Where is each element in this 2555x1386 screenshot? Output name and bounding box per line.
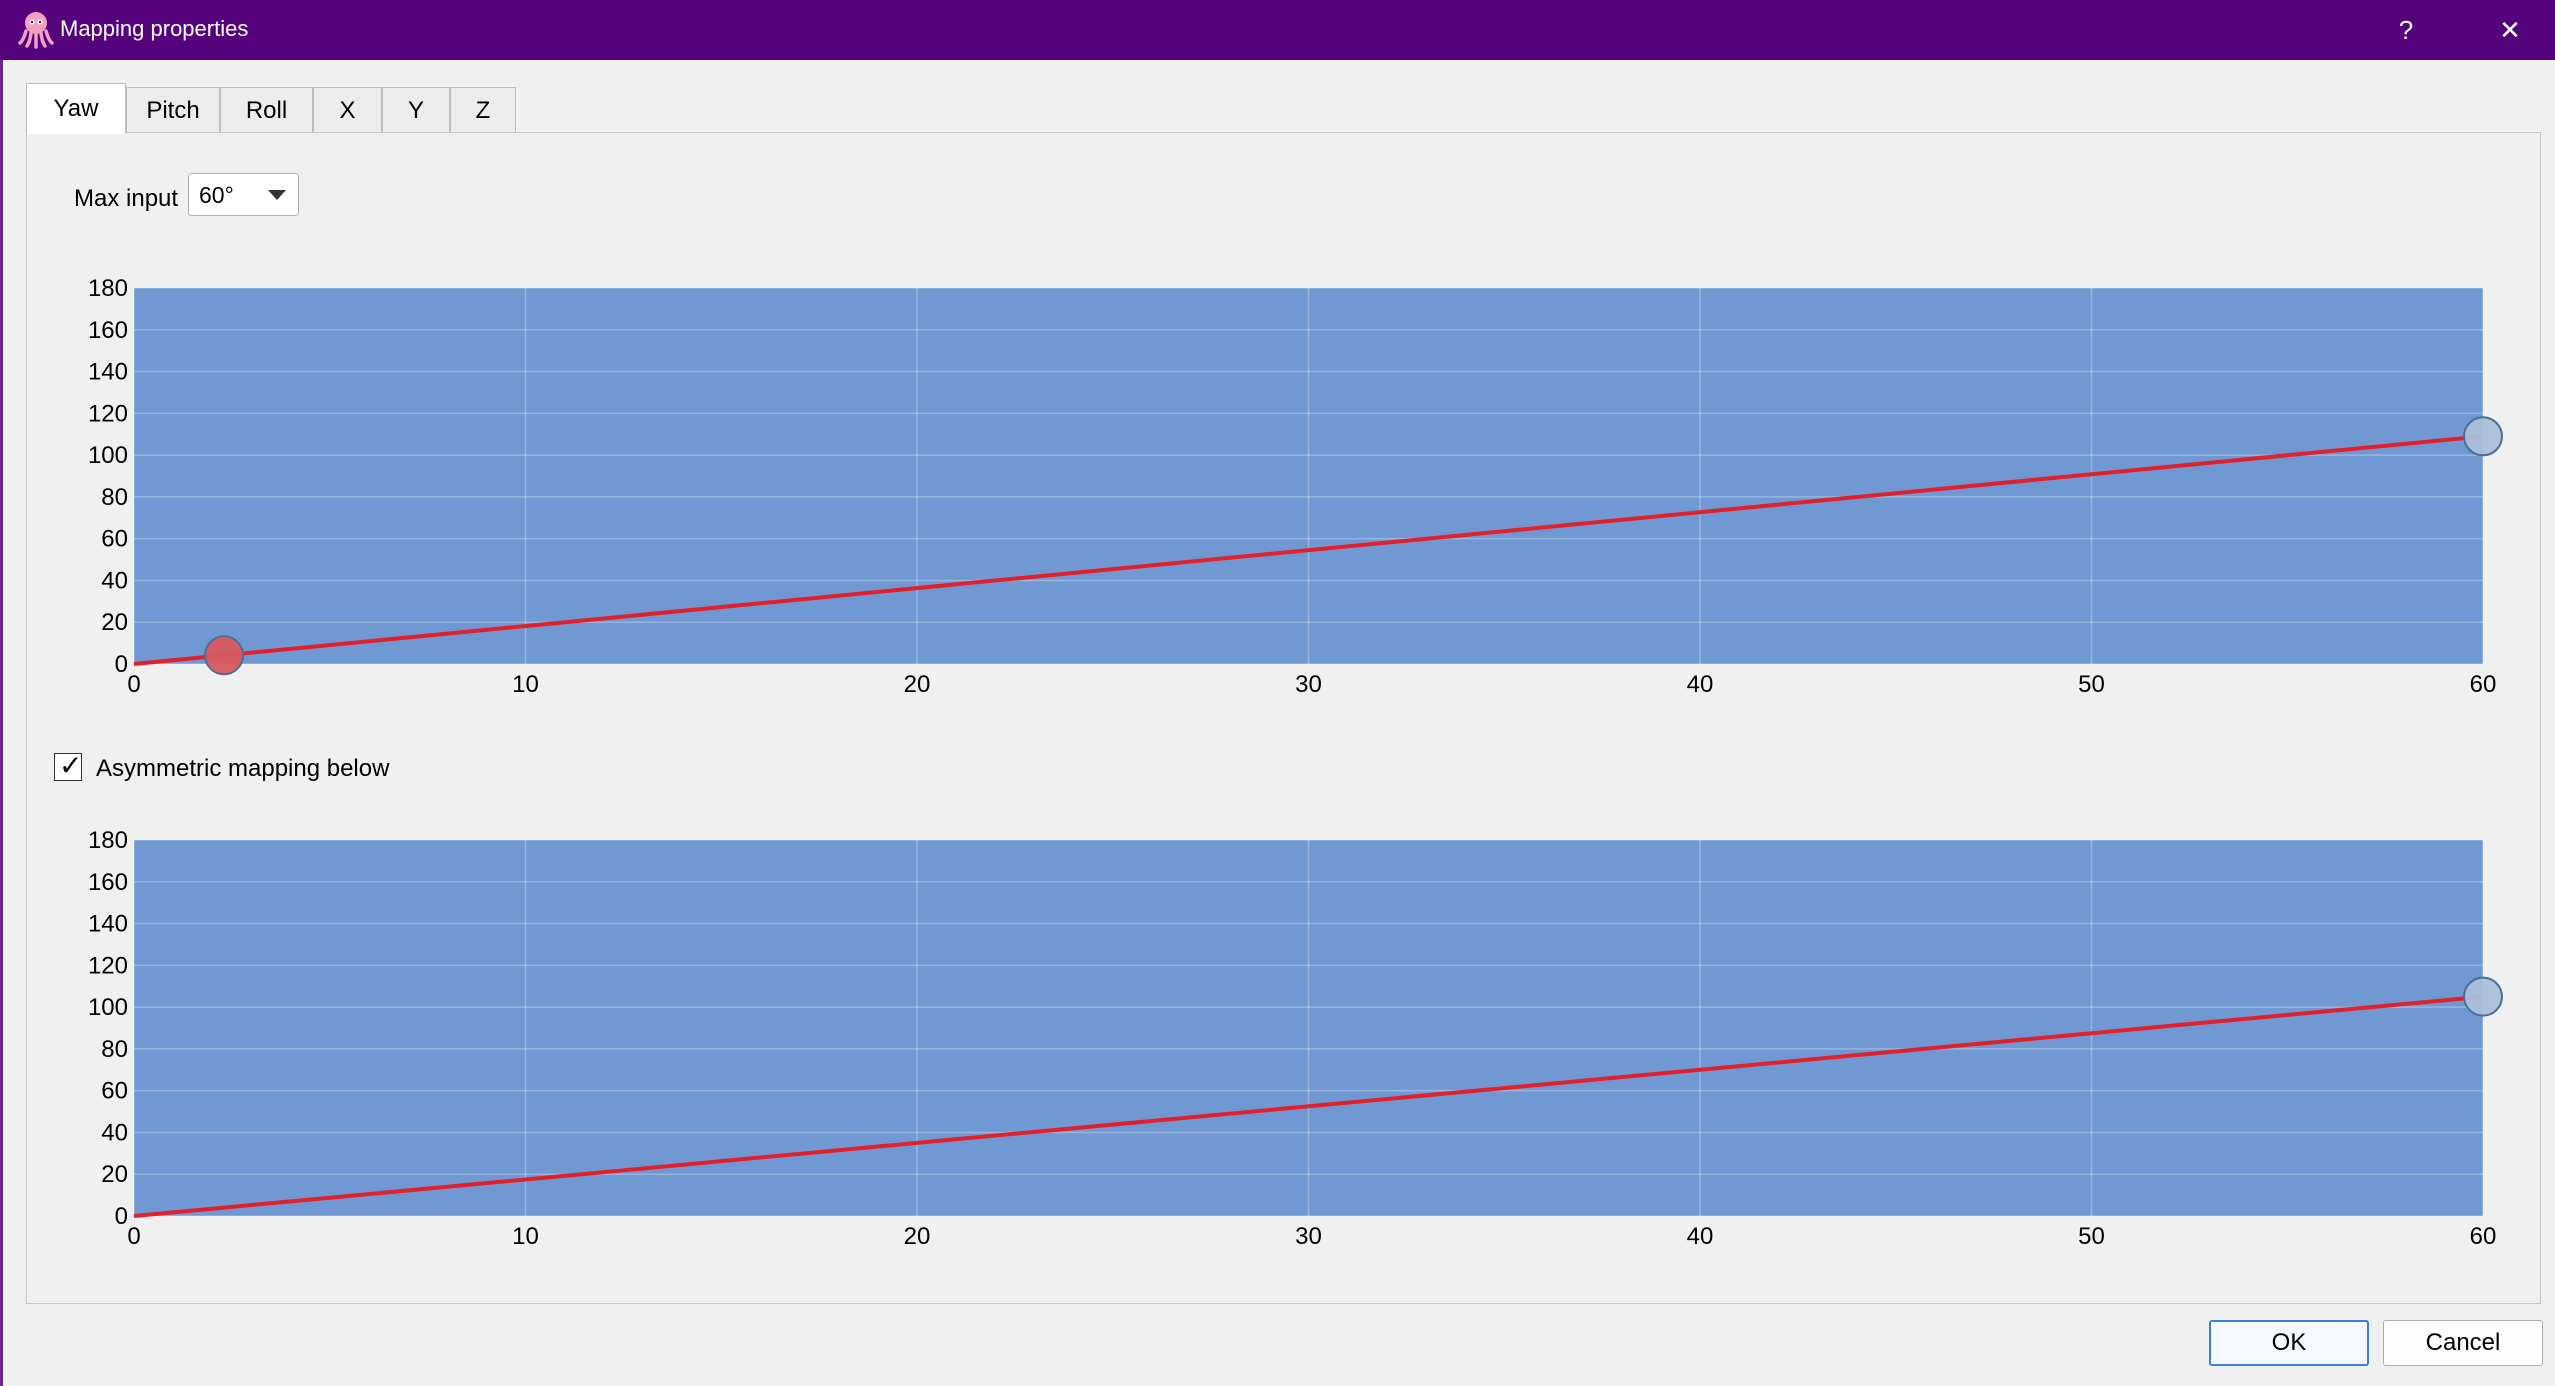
- checkmark-icon: ✓: [59, 750, 83, 781]
- y-tick-label: 180: [88, 827, 128, 854]
- y-tick-label: 120: [88, 400, 128, 427]
- window-title: Mapping properties: [60, 16, 249, 41]
- x-tick-label: 0: [127, 1223, 140, 1250]
- help-button[interactable]: ?: [2398, 14, 2414, 45]
- y-tick-label: 140: [88, 911, 128, 938]
- max-input-dropdown[interactable]: 60°: [188, 173, 299, 216]
- curve-control-point[interactable]: [2463, 976, 2503, 1017]
- y-tick-label: 180: [88, 275, 128, 302]
- window-left-border: [0, 60, 3, 1386]
- y-tick-label: 120: [88, 952, 128, 979]
- x-tick-label: 30: [1295, 671, 1322, 698]
- tab-yaw[interactable]: Yaw: [26, 83, 126, 134]
- mapping-curve: [133, 434, 2484, 666]
- tab-roll[interactable]: Roll: [220, 87, 313, 133]
- chevron-down-icon: [268, 190, 286, 200]
- y-tick-label: 160: [88, 869, 128, 896]
- cancel-button[interactable]: Cancel: [2383, 1320, 2543, 1366]
- y-tick-label: 20: [101, 609, 128, 636]
- y-tick-label: 160: [88, 317, 128, 344]
- y-tick-label: 20: [101, 1161, 128, 1188]
- plot-area: [134, 840, 2483, 1216]
- title-bar: Mapping properties ? ✕: [0, 0, 2555, 60]
- tab-x[interactable]: X: [313, 87, 382, 133]
- lower-mapping-chart[interactable]: 0 20 40 60 80 100 120 140 160 180 0 10 20 30 40 50 60: [0, 822, 2555, 1262]
- mapping-curve: [133, 994, 2484, 1218]
- x-tick-label: 40: [1687, 1223, 1714, 1250]
- y-tick-label: 100: [88, 994, 128, 1021]
- y-tick-label: 0: [115, 651, 128, 678]
- y-tick-label: 0: [115, 1203, 128, 1230]
- x-tick-label: 10: [512, 1223, 539, 1250]
- y-tick-label: 80: [101, 484, 128, 511]
- x-tick-label: 60: [2470, 1223, 2497, 1250]
- max-input-label: Max input: [74, 185, 179, 212]
- ok-button[interactable]: OK: [2209, 1320, 2369, 1366]
- x-tick-label: 0: [127, 671, 140, 698]
- y-tick-label: 40: [101, 1119, 128, 1146]
- close-icon: ✕: [2499, 14, 2521, 45]
- tab-y[interactable]: Y: [382, 87, 450, 133]
- asymmetric-checkbox[interactable]: ✓: [54, 750, 83, 781]
- x-tick-label: 20: [904, 671, 931, 698]
- max-input-value: 60°: [199, 182, 234, 208]
- x-tick-label: 50: [2078, 1223, 2105, 1250]
- close-button[interactable]: ✕: [2460, 0, 2555, 60]
- octopus-icon: [18, 12, 54, 49]
- x-tick-label: 20: [904, 1223, 931, 1250]
- y-tick-label: 80: [101, 1036, 128, 1063]
- y-tick-label: 140: [88, 359, 128, 386]
- y-tick-label: 40: [101, 567, 128, 594]
- x-tick-label: 40: [1687, 671, 1714, 698]
- curve-control-point[interactable]: [204, 635, 245, 676]
- y-tick-label: 100: [88, 442, 128, 469]
- asymmetric-label[interactable]: Asymmetric mapping below: [96, 755, 390, 782]
- x-tick-label: 60: [2470, 671, 2497, 698]
- y-tick-label: 60: [101, 526, 128, 553]
- x-tick-label: 10: [512, 671, 539, 698]
- curve-control-point[interactable]: [2463, 416, 2503, 457]
- y-tick-label: 60: [101, 1078, 128, 1105]
- tab-pitch[interactable]: Pitch: [126, 87, 220, 133]
- tab-z[interactable]: Z: [450, 87, 516, 133]
- upper-mapping-chart[interactable]: 0 20 40 60 80 100 120 140 160 180 0 10 20 30 40 50 60: [0, 270, 2555, 710]
- x-tick-label: 50: [2078, 671, 2105, 698]
- x-tick-label: 30: [1295, 1223, 1322, 1250]
